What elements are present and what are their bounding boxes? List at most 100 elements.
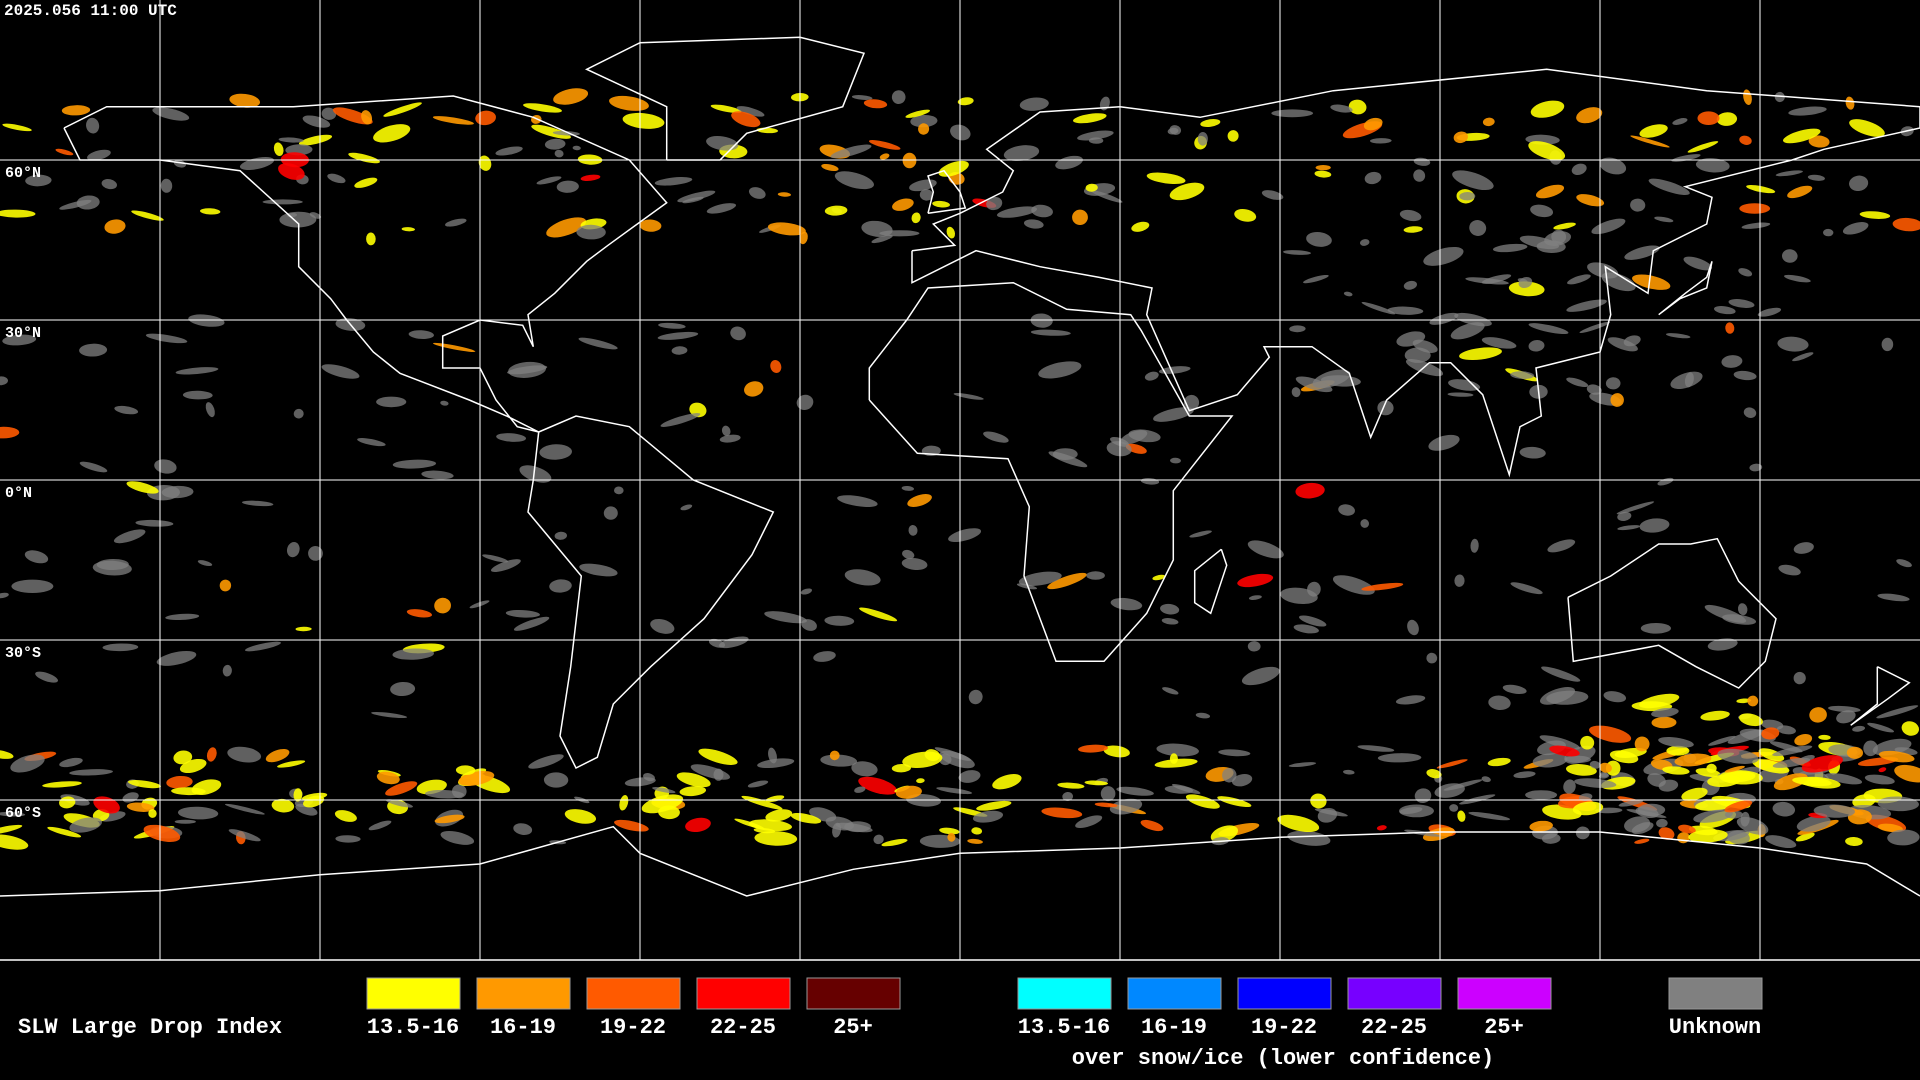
cloud-pixel bbox=[1859, 211, 1891, 219]
cloud-pixel bbox=[392, 459, 437, 469]
cloud-pixel bbox=[835, 822, 873, 833]
cloud-pixel bbox=[455, 765, 476, 776]
cloud-pixel bbox=[1801, 755, 1844, 773]
cloud-pixel bbox=[1648, 178, 1690, 195]
cloud-pixel bbox=[1277, 814, 1320, 832]
legend-label: 13.5-16 bbox=[367, 1015, 459, 1040]
cloud-pixel bbox=[892, 198, 914, 211]
cloud-pixel bbox=[35, 671, 59, 683]
cloud-pixel bbox=[1144, 371, 1159, 381]
cloud-pixel bbox=[706, 136, 739, 151]
cloud-pixel bbox=[1518, 276, 1533, 289]
cloud-pixel bbox=[1576, 107, 1603, 124]
cloud-pixel bbox=[858, 776, 897, 795]
cloud-pixel bbox=[1639, 518, 1670, 533]
cloud-pixel bbox=[1567, 274, 1591, 285]
cloud-pixel bbox=[1100, 786, 1116, 802]
cloud-pixel bbox=[348, 152, 380, 164]
cloud-pixel bbox=[652, 787, 676, 794]
cloud-pixel bbox=[224, 803, 265, 815]
cloud-pixel bbox=[1492, 243, 1528, 253]
cloud-pixel bbox=[1571, 163, 1587, 176]
cloud-pixel bbox=[286, 541, 300, 558]
cloud-pixel bbox=[851, 761, 878, 777]
cloud-pixel bbox=[553, 88, 589, 105]
cloud-pixel bbox=[1295, 482, 1325, 499]
cloud-pixel bbox=[445, 218, 467, 227]
cloud-pixel bbox=[308, 545, 323, 561]
cloud-pixel bbox=[1234, 209, 1257, 222]
cloud-pixel bbox=[1057, 782, 1085, 789]
cloud-pixel bbox=[1481, 337, 1517, 349]
cloud-pixel bbox=[1261, 190, 1284, 200]
cloud-pixel bbox=[1772, 745, 1813, 757]
cloud-pixel bbox=[440, 830, 475, 845]
cloud-pixel bbox=[1453, 131, 1468, 144]
cloud-pixel bbox=[227, 746, 262, 763]
cloud-pixel bbox=[1481, 776, 1491, 783]
cloud-pixel bbox=[1315, 165, 1331, 171]
cloud-pixel bbox=[902, 751, 943, 769]
legend-label: 13.5-16 bbox=[1018, 1015, 1110, 1040]
cloud-pixel bbox=[1158, 366, 1191, 374]
cloud-pixel bbox=[273, 142, 284, 157]
cloud-pixel bbox=[1796, 815, 1831, 832]
cloud-pixel bbox=[718, 636, 749, 649]
cloud-pixel bbox=[939, 753, 952, 766]
cloud-pixel bbox=[1072, 209, 1088, 226]
cloud-pixel bbox=[1818, 734, 1831, 740]
cloud-pixel bbox=[1513, 771, 1536, 779]
cloud-pixel bbox=[536, 176, 562, 185]
cloud-pixel bbox=[654, 177, 693, 186]
cloud-pixel bbox=[104, 219, 126, 234]
cloud-pixel bbox=[1470, 538, 1479, 553]
cloud-pixel bbox=[1793, 671, 1806, 685]
cloud-pixel bbox=[1103, 745, 1130, 758]
cloud-pixel bbox=[1765, 835, 1797, 849]
cloud-pixel bbox=[1364, 171, 1382, 185]
cloud-pixel bbox=[1487, 757, 1511, 767]
cloud-pixel bbox=[1772, 801, 1796, 817]
cloud-pixel bbox=[1169, 182, 1205, 201]
cloud-pixel bbox=[1739, 203, 1771, 214]
cloud-pixel bbox=[1746, 185, 1776, 194]
cloud-pixel bbox=[1842, 222, 1869, 235]
cloud-pixel bbox=[641, 794, 684, 814]
cloud-pixel bbox=[496, 433, 527, 442]
cloud-pixel bbox=[1271, 109, 1314, 118]
cloud-pixel bbox=[531, 124, 571, 139]
cloud-pixel bbox=[1018, 571, 1062, 586]
legend-swatch bbox=[1457, 977, 1552, 1010]
cloud-pixel bbox=[24, 550, 49, 564]
cloud-pixel bbox=[1086, 571, 1105, 580]
cloud-pixel bbox=[706, 203, 737, 214]
cloud-pixel bbox=[1436, 759, 1468, 769]
cloud-pixel bbox=[1876, 705, 1919, 719]
cloud-pixel bbox=[406, 609, 432, 618]
cloud-pixel bbox=[1106, 441, 1132, 457]
cloud-pixel bbox=[1666, 745, 1690, 756]
cloud-pixel bbox=[357, 438, 386, 447]
legend-label: Unknown bbox=[1669, 1015, 1761, 1040]
cloud-pixel bbox=[1565, 764, 1597, 776]
cloud-pixel bbox=[572, 145, 581, 151]
cloud-pixel bbox=[1630, 198, 1646, 212]
cloud-pixel bbox=[767, 222, 806, 236]
legend-label: 25+ bbox=[833, 1015, 873, 1040]
cloud-pixel bbox=[10, 754, 45, 773]
cloud-pixel bbox=[799, 231, 808, 245]
cloud-pixel bbox=[1658, 827, 1675, 840]
cloud-pixel bbox=[1572, 801, 1604, 816]
cloud-pixel bbox=[1160, 603, 1180, 615]
cloud-pixel bbox=[1747, 695, 1759, 707]
cloud-pixel bbox=[968, 689, 983, 705]
cloud-pixel bbox=[1452, 170, 1494, 191]
cloud-pixel bbox=[1836, 710, 1856, 724]
cloud-pixel bbox=[556, 180, 579, 193]
cloud-pixel bbox=[579, 563, 618, 577]
cloud-pixel bbox=[757, 758, 795, 769]
cloud-pixel bbox=[87, 149, 111, 161]
cloud-pixel bbox=[434, 814, 465, 824]
cloud-pixel bbox=[539, 444, 572, 460]
cloud-pixel bbox=[1878, 767, 1887, 773]
